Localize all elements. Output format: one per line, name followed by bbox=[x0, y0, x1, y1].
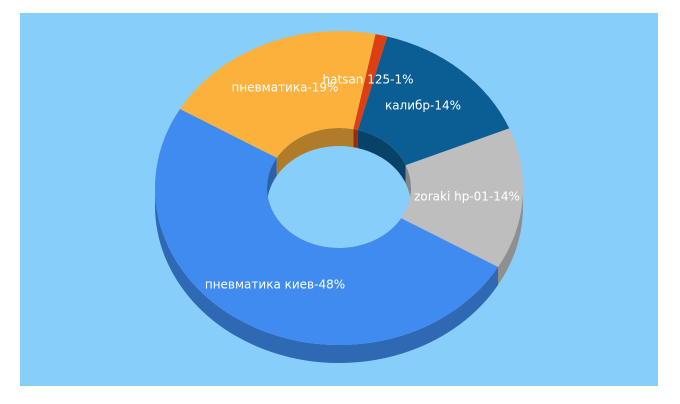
slice bbox=[155, 109, 499, 346]
slice bbox=[179, 30, 376, 158]
slice-inner-side bbox=[405, 165, 411, 206]
data-label: hatsan 125-1% bbox=[323, 73, 414, 87]
data-label: калибр-14% bbox=[385, 99, 461, 113]
slice bbox=[401, 128, 523, 267]
slice bbox=[353, 34, 388, 131]
slice-inner-side bbox=[267, 157, 277, 206]
data-label: zoraki hp-01-14% bbox=[414, 190, 520, 204]
data-label: пневматика киев-48% bbox=[205, 278, 345, 292]
slice-inner-side bbox=[276, 127, 354, 176]
slice-side bbox=[498, 188, 523, 285]
data-label: пневматика-19% bbox=[232, 81, 339, 95]
slice-inner-side bbox=[353, 129, 358, 149]
slice bbox=[357, 36, 510, 166]
slice-inner-side bbox=[357, 130, 406, 184]
